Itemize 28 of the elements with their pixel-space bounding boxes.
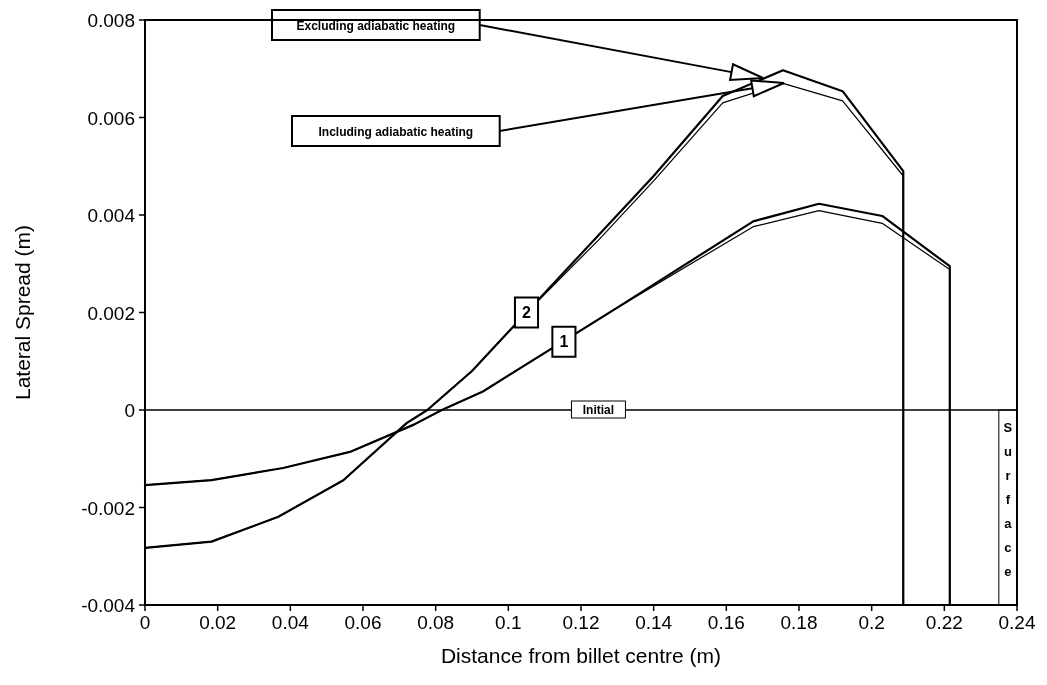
band-label: Surface	[1003, 420, 1013, 579]
y-tick-label: -0.002	[81, 497, 135, 519]
y-tick-label: 0.008	[87, 10, 135, 31]
x-tick-label: 0.2	[858, 612, 885, 633]
y-tick-label: 0.004	[87, 205, 136, 226]
x-tick-label: 0.16	[707, 612, 745, 633]
annotation: 1	[559, 332, 569, 350]
y-axis-title: Lateral Spread (m)	[11, 224, 34, 401]
y-tick-label: -0.004	[81, 595, 136, 616]
annotation: Including adiabatic heating	[318, 125, 474, 139]
y-tick-label: 0	[124, 400, 135, 421]
x-tick-label: 0.1	[495, 612, 522, 633]
x-tick-label: 0.12	[562, 612, 600, 633]
x-tick-label: 0.08	[417, 612, 455, 633]
x-tick-label: 0.18	[780, 612, 818, 633]
x-tick-label: 0.04	[271, 612, 310, 633]
x-tick-label: 0.02	[199, 612, 237, 633]
annotation: Excluding adiabatic heating	[296, 19, 456, 33]
y-tick-label: 0.006	[87, 107, 135, 129]
x-tick-label: 0	[139, 612, 151, 633]
x-tick-label: 0.14	[635, 612, 673, 633]
annotation: 2	[522, 303, 532, 321]
ref-line-label: Initial	[582, 403, 615, 417]
y-tick-label: 0.002	[87, 302, 135, 324]
x-tick-label: 0.22	[925, 612, 963, 633]
x-axis-title: Distance from billet centre (m)	[440, 644, 722, 667]
x-tick-label: 0.24	[998, 612, 1036, 633]
x-tick-label: 0.06	[344, 612, 382, 633]
